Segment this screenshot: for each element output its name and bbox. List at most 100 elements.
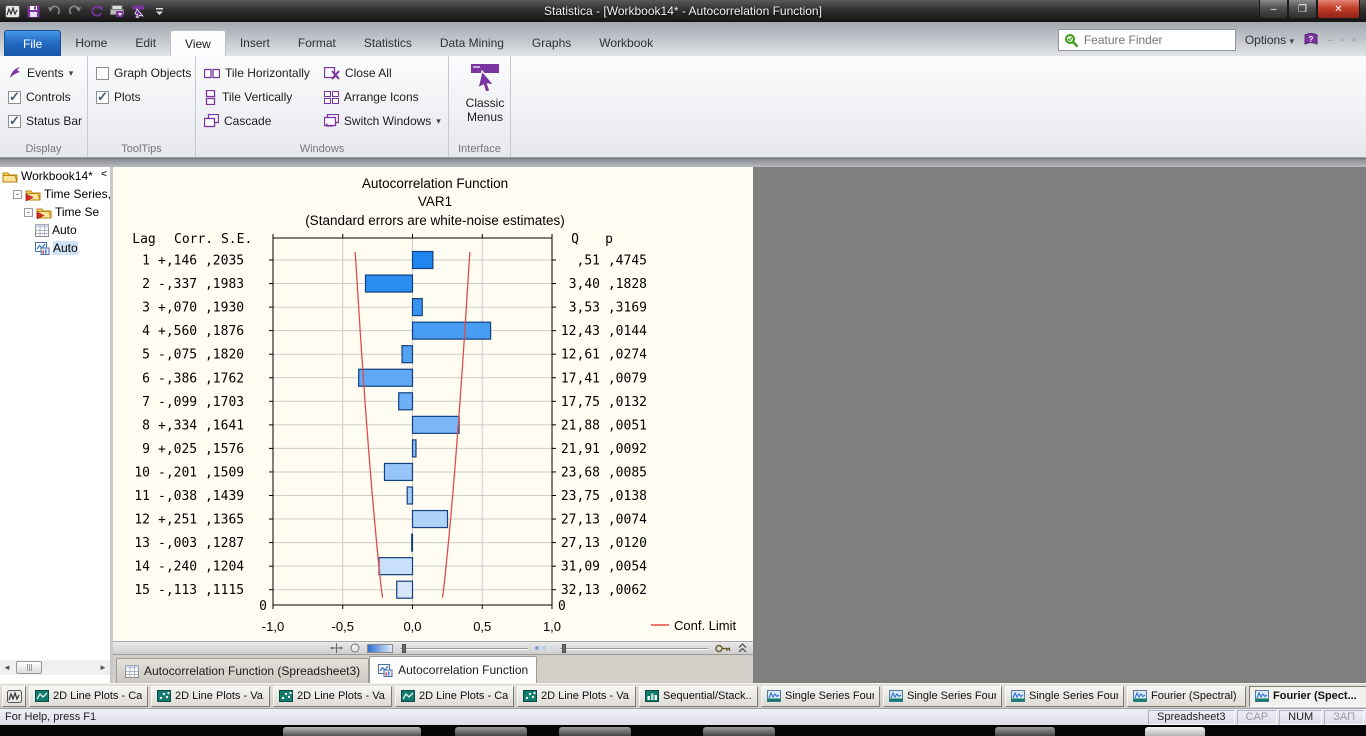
corr-se-value: +,025 ,1576	[158, 442, 244, 457]
corr-se-value: +,560 ,1876	[158, 324, 244, 339]
graph-objects-checkbox[interactable]: Graph Objects	[96, 61, 191, 85]
search-icon	[1064, 33, 1079, 48]
tab-home[interactable]: Home	[75, 36, 108, 50]
tree-item[interactable]: Workbook14*	[0, 167, 110, 185]
key-icon[interactable]	[715, 644, 731, 653]
classic-menus-small-icon[interactable]	[130, 3, 146, 19]
child-minimize-icon[interactable]: –	[1328, 34, 1335, 46]
tab-view[interactable]: View	[170, 30, 226, 56]
taskbar-button[interactable]	[559, 727, 631, 736]
legend-label: Conf. Limit	[674, 618, 737, 633]
window-button[interactable]: 2D Line Plots - Ca...	[29, 685, 148, 707]
tab-insert[interactable]: Insert	[239, 36, 270, 50]
tree-item[interactable]: - Time Se	[0, 203, 110, 221]
window-button[interactable]: Fourier (Spect...	[1249, 685, 1366, 707]
redo-icon[interactable]	[67, 3, 83, 19]
print-icon[interactable]	[109, 3, 125, 19]
corr-se-value: -,240 ,1204	[158, 560, 244, 575]
window-button[interactable]: 2D Line Plots - Va...	[273, 685, 392, 707]
tile-horizontally-button[interactable]: Tile Horizontally	[204, 61, 310, 85]
help-icon[interactable]: ?	[1303, 33, 1319, 47]
tab-file[interactable]: File	[4, 30, 62, 56]
statistica-logo[interactable]	[4, 3, 20, 19]
refresh-icon[interactable]	[88, 3, 104, 19]
zoom-slider[interactable]	[400, 643, 528, 653]
undo-icon[interactable]	[46, 3, 62, 19]
window-button[interactable]: 2D Line Plots - Va...	[151, 685, 270, 707]
status-panel-зап: ЗАП	[1324, 709, 1364, 725]
plots-checkbox-box[interactable]	[96, 89, 109, 105]
window-button[interactable]: Fourier (Spectral) ...	[1127, 685, 1246, 707]
panel-splitter[interactable]	[110, 167, 113, 683]
plots-checkbox[interactable]: Plots	[96, 85, 187, 109]
tree-horizontal-scrollbar[interactable]: ◄ ►	[0, 660, 110, 675]
controls-checkbox-box[interactable]	[8, 89, 21, 105]
collapse-chevrons-icon[interactable]	[738, 643, 747, 653]
taskbar-button[interactable]	[1145, 727, 1205, 736]
qat-dropdown-icon[interactable]	[151, 3, 167, 19]
window-button[interactable]: 2D Line Plots - Va...	[517, 685, 636, 707]
child-restore-icon[interactable]: ▫	[1340, 34, 1346, 46]
feature-finder-input[interactable]	[1083, 33, 1224, 47]
statistica-window-button[interactable]	[2, 685, 26, 707]
feature-finder-searchbox[interactable]	[1057, 29, 1236, 51]
arrange-icons-button[interactable]: Arrange Icons	[323, 85, 441, 109]
close-button[interactable]: ✕	[1317, 0, 1360, 19]
scroll-left-icon[interactable]: ◄	[3, 663, 11, 672]
pager-dots[interactable]	[535, 646, 553, 650]
tab-data-mining[interactable]: Data Mining	[439, 36, 504, 50]
p-value: ,0085	[608, 465, 647, 480]
classic-menus-button[interactable]: Classic Menus	[457, 61, 513, 124]
cascade-button[interactable]: Cascade	[204, 109, 310, 133]
save-icon[interactable]	[25, 3, 41, 19]
q-value: 31,09	[561, 560, 600, 575]
tab-acf-spreadsheet[interactable]: Autocorrelation Function (Spreadsheet3)	[116, 658, 370, 683]
window-button[interactable]: Single Series Four...	[883, 685, 1002, 707]
tree-item[interactable]: Auto	[0, 239, 110, 257]
tree-expander[interactable]: -	[13, 189, 22, 199]
child-close-icon[interactable]: ×	[1351, 34, 1358, 46]
scroll-right-icon[interactable]: ►	[99, 663, 107, 672]
tree-expander[interactable]: -	[24, 207, 33, 217]
tab-statistics[interactable]: Statistics	[363, 36, 412, 50]
lag-value: 9	[142, 442, 150, 457]
taskbar-button[interactable]	[995, 727, 1055, 736]
gradient-swatch[interactable]	[367, 643, 393, 653]
window-button[interactable]: 2D Line Plots - Ca...	[395, 685, 514, 707]
taskbar-button[interactable]	[703, 727, 775, 736]
tab-graphs[interactable]: Graphs	[531, 36, 572, 50]
status-bar-checkbox-box[interactable]	[8, 113, 21, 129]
switch-windows-dropdown[interactable]: Switch Windows ▾	[323, 109, 441, 133]
window-button[interactable]: Sequential/Stack...	[639, 685, 758, 707]
corr-se-value: -,099 ,1703	[158, 395, 244, 410]
tree-item[interactable]: Auto	[0, 221, 110, 239]
tab-format[interactable]: Format	[297, 36, 336, 50]
tree-collapse-button[interactable]: <	[101, 169, 107, 180]
graph-objects-checkbox-box[interactable]	[96, 66, 109, 80]
window-button[interactable]: Single Series Four...	[761, 685, 880, 707]
window-button[interactable]: Single Series Four...	[1005, 685, 1124, 707]
taskbar-button[interactable]	[455, 727, 527, 736]
close-all-button[interactable]: Close All	[323, 61, 441, 85]
tile-vertically-button[interactable]: Tile Vertically	[204, 85, 310, 109]
pan-icon[interactable]	[330, 643, 343, 653]
lag-value: 7	[142, 395, 150, 410]
conf-limit-line-right	[441, 251, 471, 598]
options-dropdown[interactable]: Options ▾	[1244, 33, 1295, 47]
acf-bar	[401, 345, 414, 364]
events-dropdown[interactable]: Events ▾	[8, 61, 79, 85]
taskbar-button[interactable]	[283, 727, 421, 736]
status-bar-checkbox[interactable]: Status Bar	[8, 109, 82, 133]
brightness-icon[interactable]	[350, 643, 360, 653]
acf-bar	[364, 274, 414, 293]
restore-button[interactable]: ❐	[1288, 0, 1317, 19]
tab-edit[interactable]: Edit	[135, 36, 157, 50]
scrollbar-thumb[interactable]	[16, 661, 42, 674]
tab-workbook[interactable]: Workbook	[599, 36, 654, 50]
tab-acf-graph[interactable]: Autocorrelation Function	[369, 656, 538, 683]
scroll-slider[interactable]	[560, 643, 708, 653]
controls-checkbox[interactable]: Controls	[8, 85, 79, 109]
minimize-button[interactable]: –	[1259, 0, 1288, 19]
acf-bar	[411, 415, 460, 434]
tree-item[interactable]: - Time Series,	[0, 185, 110, 203]
